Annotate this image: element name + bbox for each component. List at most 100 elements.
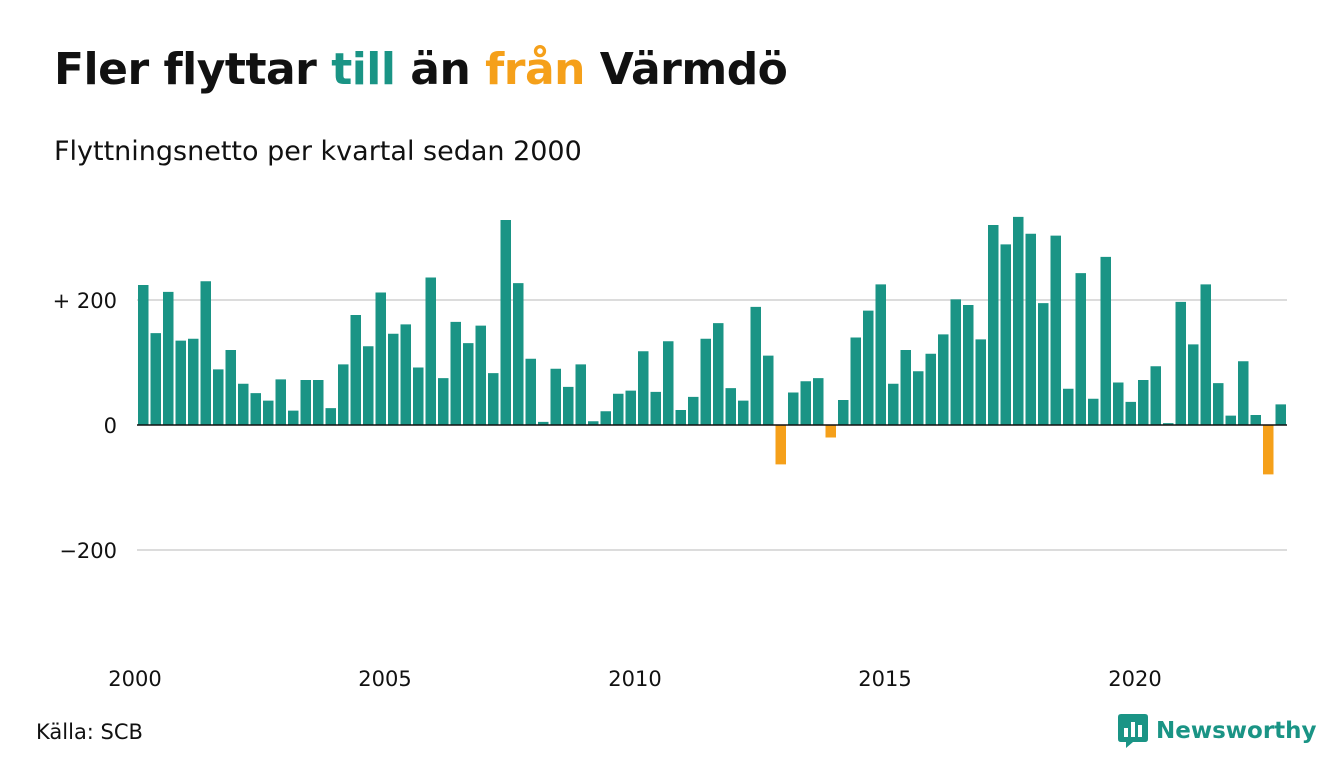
title-part-3: Värmdö bbox=[584, 44, 788, 95]
bar bbox=[888, 383, 899, 425]
bar bbox=[788, 392, 799, 425]
bar bbox=[138, 285, 149, 425]
x-tick-label: 2005 bbox=[358, 667, 411, 691]
bar bbox=[900, 350, 911, 425]
brand-logo: Newsworthy bbox=[1118, 713, 1317, 749]
bar bbox=[588, 421, 599, 425]
bar bbox=[475, 325, 486, 426]
chart-subtitle: Flyttningsnetto per kvartal sedan 2000 bbox=[54, 136, 582, 167]
bar bbox=[813, 378, 824, 426]
bar bbox=[488, 373, 499, 426]
bar bbox=[563, 386, 574, 426]
bar bbox=[963, 305, 974, 425]
bar bbox=[575, 364, 586, 426]
bar-chart: + 200 0 −200 2000 2005 2010 2015 2020 bbox=[53, 216, 1287, 691]
bar bbox=[425, 277, 436, 425]
bar bbox=[375, 292, 386, 425]
bar bbox=[850, 337, 861, 425]
title-part-1: Fler flyttar bbox=[54, 44, 332, 95]
bar bbox=[688, 396, 699, 426]
bar bbox=[638, 351, 649, 425]
newsworthy-logo-icon bbox=[1118, 714, 1148, 748]
bar bbox=[463, 343, 474, 426]
x-tick-label: 2015 bbox=[858, 667, 911, 691]
bar bbox=[700, 338, 711, 425]
bar bbox=[213, 369, 224, 426]
bar bbox=[838, 400, 849, 425]
bar bbox=[163, 291, 174, 426]
bar bbox=[1050, 235, 1061, 426]
bar bbox=[988, 225, 999, 425]
bar bbox=[1113, 382, 1124, 425]
bar bbox=[763, 355, 774, 426]
bar bbox=[413, 367, 424, 425]
bar bbox=[325, 408, 336, 426]
bar bbox=[938, 334, 949, 426]
bar bbox=[1225, 415, 1236, 426]
bar bbox=[1188, 344, 1199, 426]
y-tick-label: + 200 bbox=[53, 289, 117, 313]
bar bbox=[550, 368, 561, 425]
bar bbox=[950, 299, 961, 426]
bar bbox=[913, 371, 924, 425]
bar bbox=[875, 284, 886, 426]
bar bbox=[150, 333, 161, 426]
gridlines bbox=[137, 299, 1287, 551]
bar bbox=[600, 411, 611, 425]
bar bbox=[1200, 284, 1211, 426]
bars bbox=[138, 216, 1286, 475]
bar bbox=[1263, 425, 1274, 475]
bar bbox=[825, 425, 836, 438]
bar bbox=[663, 341, 674, 425]
bar bbox=[1038, 303, 1049, 426]
bar bbox=[1013, 216, 1024, 426]
bar bbox=[500, 220, 511, 425]
x-axis-ticks: 2000 2005 2010 2015 2020 bbox=[108, 667, 1161, 691]
bar bbox=[725, 388, 736, 426]
bar bbox=[300, 380, 311, 425]
bar bbox=[238, 383, 249, 425]
bar bbox=[738, 400, 749, 426]
bar bbox=[713, 323, 724, 426]
bar bbox=[1075, 273, 1086, 426]
bar bbox=[1275, 404, 1286, 426]
title-highlight-fran: från bbox=[485, 44, 585, 95]
chart-title: Fler flyttar till än från Värmdö bbox=[54, 44, 788, 95]
bar bbox=[350, 315, 361, 425]
bar bbox=[613, 393, 624, 425]
title-part-2: än bbox=[395, 44, 486, 95]
bar bbox=[1175, 301, 1186, 426]
bar bbox=[188, 338, 199, 425]
bar bbox=[275, 379, 286, 426]
bar bbox=[1150, 366, 1161, 425]
bar bbox=[388, 333, 399, 425]
bar bbox=[800, 381, 811, 425]
bar bbox=[438, 378, 449, 426]
bar bbox=[200, 281, 211, 425]
y-axis-ticks: + 200 0 −200 bbox=[53, 289, 117, 563]
bar bbox=[250, 393, 261, 426]
bar bbox=[675, 410, 686, 425]
bar bbox=[450, 321, 461, 426]
bar bbox=[863, 310, 874, 426]
title-highlight-till: till bbox=[331, 44, 396, 95]
bar bbox=[538, 421, 549, 426]
brand-name: Newsworthy bbox=[1156, 718, 1317, 744]
bar bbox=[525, 358, 536, 425]
bar bbox=[513, 283, 524, 426]
bar bbox=[1250, 415, 1261, 425]
bar bbox=[1238, 361, 1249, 425]
bar bbox=[1088, 398, 1099, 425]
bar bbox=[1213, 383, 1224, 426]
bar bbox=[1125, 401, 1136, 426]
bar bbox=[750, 306, 761, 426]
y-tick-label: −200 bbox=[59, 539, 117, 563]
bar bbox=[1100, 256, 1111, 426]
source-note: Källa: SCB bbox=[36, 720, 143, 744]
bar bbox=[225, 350, 236, 425]
bar bbox=[1000, 244, 1011, 426]
bar bbox=[1163, 423, 1174, 426]
y-tick-label: 0 bbox=[104, 414, 117, 438]
x-tick-label: 2010 bbox=[608, 667, 661, 691]
bar bbox=[775, 425, 786, 465]
